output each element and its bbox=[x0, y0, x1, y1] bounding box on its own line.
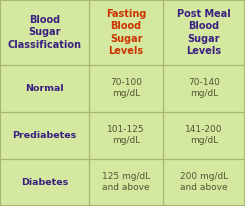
Text: 141-200
mg/dL: 141-200 mg/dL bbox=[185, 125, 223, 145]
Text: Normal: Normal bbox=[25, 84, 64, 93]
Text: 200 mg/dL
and above: 200 mg/dL and above bbox=[180, 172, 228, 192]
Text: Fasting
Blood
Sugar
Levels: Fasting Blood Sugar Levels bbox=[106, 9, 146, 56]
Text: 70-100
mg/dL: 70-100 mg/dL bbox=[110, 78, 142, 98]
Text: Prediabetes: Prediabetes bbox=[12, 131, 77, 140]
Text: 125 mg/dL
and above: 125 mg/dL and above bbox=[102, 172, 150, 192]
Text: Post Meal
Blood
Sugar
Levels: Post Meal Blood Sugar Levels bbox=[177, 9, 231, 56]
Text: 101-125
mg/dL: 101-125 mg/dL bbox=[107, 125, 145, 145]
Text: 70-140
mg/dL: 70-140 mg/dL bbox=[188, 78, 220, 98]
Text: Blood
Sugar
Classification: Blood Sugar Classification bbox=[8, 15, 82, 50]
Text: Diabetes: Diabetes bbox=[21, 178, 68, 187]
